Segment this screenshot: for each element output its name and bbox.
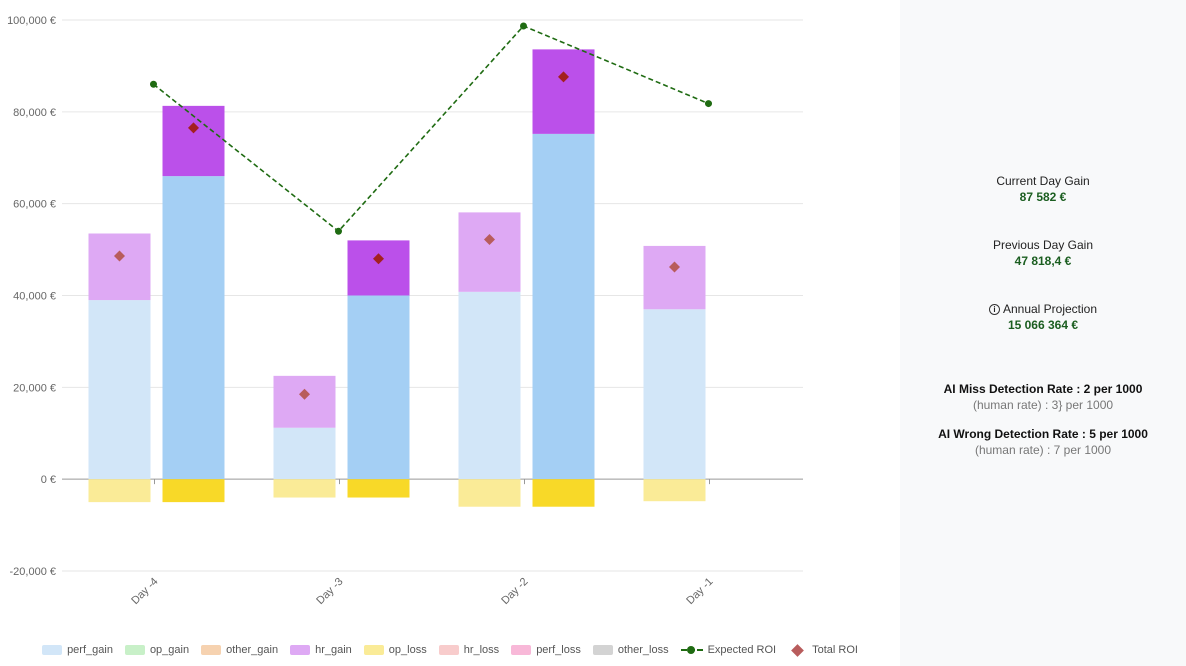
total-roi-marker	[114, 250, 125, 262]
expected-roi-point	[150, 80, 157, 88]
legend-label: Total ROI	[812, 644, 858, 656]
bar-hr-gain	[643, 245, 706, 310]
bar-op-loss	[347, 479, 410, 498]
y-tick-label: 0 €	[41, 474, 56, 486]
legend-item-total-roi[interactable]: Total ROI	[788, 643, 858, 657]
legend-label: perf_loss	[536, 644, 581, 656]
x-tick-label: Day -1	[684, 576, 715, 607]
legend-label: other_loss	[617, 644, 669, 656]
total-roi-marker	[299, 388, 310, 400]
bar-op-loss	[458, 479, 521, 507]
bar-hr-gain	[458, 212, 521, 292]
bar-hr-gain	[162, 105, 225, 177]
legend-label: hr_gain	[315, 644, 352, 656]
y-tick-label: 40,000 €	[13, 291, 56, 303]
chart-svg: 100,000 € 80,000 € 60,000 € 40,000 € 20,000 …	[7, 15, 803, 607]
legend-item-perf-gain[interactable]: perf_gain	[42, 644, 113, 656]
x-tick-label: Day -3	[314, 576, 345, 607]
legend-swatch-other-loss	[592, 645, 613, 655]
legend-label: Expected ROI	[707, 644, 777, 656]
bar-perf-gain	[532, 133, 595, 480]
miss-detection-human: (human rate) : 3} per 1000	[972, 398, 1114, 412]
legend-swatch-perf-gain	[42, 645, 63, 655]
legend-line-icon	[680, 645, 703, 655]
legend-label: op_gain	[149, 644, 190, 656]
miss-detection-title: AI Miss Detection Rate : 2 per 1000	[943, 382, 1143, 396]
summary-panel: Current Day Gain 87 582 € Previous Day G…	[900, 0, 1186, 666]
expected-roi-point	[705, 100, 712, 108]
bar-op-loss	[88, 479, 151, 503]
annual-projection-label: Annual Projection	[1002, 302, 1098, 316]
legend-item-expected-roi[interactable]: Expected ROI	[680, 644, 777, 656]
bar-perf-gain	[273, 427, 336, 480]
previous-day-gain: Previous Day Gain 47 818,4 €	[900, 237, 1186, 269]
total-roi-marker	[373, 253, 384, 265]
legend-swatch-perf-loss	[511, 645, 532, 655]
legend-label: other_gain	[226, 644, 279, 656]
legend-diamond-icon	[791, 643, 804, 657]
expected-roi-point	[335, 227, 342, 235]
legend-label: hr_loss	[463, 644, 500, 656]
bar-hr-gain	[532, 49, 595, 134]
legend-swatch-hr-loss	[438, 645, 459, 655]
total-roi-marker	[188, 122, 199, 134]
wrong-detection-human: (human rate) : 7 per 1000	[974, 443, 1112, 457]
annual-projection: i Annual Projection 15 066 364 €	[900, 301, 1186, 333]
total-roi-marker	[669, 261, 680, 273]
chart-legend: perf_gain op_gain other_gain hr_gain op_…	[0, 640, 900, 660]
bar-perf-gain	[643, 309, 706, 480]
legend-swatch-op-gain	[124, 645, 145, 655]
previous-day-gain-value: 47 818,4 €	[1014, 254, 1072, 268]
bar-hr-gain	[88, 233, 151, 301]
bar-op-loss	[643, 479, 706, 502]
y-tick-label: 80,000 €	[13, 107, 56, 119]
y-tick-label: -20,000 €	[10, 566, 56, 578]
legend-swatch-op-loss	[363, 645, 384, 655]
bar-hr-gain	[273, 375, 336, 428]
roi-chart: 100,000 € 80,000 € 60,000 € 40,000 € 20,000 …	[0, 15, 900, 660]
legend-item-hr-loss[interactable]: hr_loss	[438, 644, 500, 656]
legend-label: perf_gain	[67, 644, 113, 656]
legend-swatch-hr-gain	[290, 645, 311, 655]
legend-item-op-loss[interactable]: op_loss	[363, 644, 427, 656]
bar-hr-gain	[347, 240, 410, 296]
x-tick-label: Day -4	[129, 576, 160, 607]
bar-op-loss	[162, 479, 225, 503]
expected-roi-point	[520, 22, 527, 30]
expected-roi-line	[153, 25, 709, 233]
current-day-gain: Current Day Gain 87 582 €	[900, 173, 1186, 205]
y-tick-label: 20,000 €	[13, 382, 56, 394]
bar-perf-gain	[458, 291, 521, 480]
legend-swatch-other-gain	[201, 645, 222, 655]
bar-perf-gain	[347, 295, 410, 480]
bar-perf-gain	[88, 300, 151, 480]
current-day-gain-label: Current Day Gain	[996, 174, 1090, 188]
bar-op-loss	[273, 479, 336, 498]
info-icon[interactable]: i	[988, 304, 1000, 315]
current-day-gain-value: 87 582 €	[1019, 190, 1067, 204]
previous-day-gain-label: Previous Day Gain	[992, 238, 1094, 252]
legend-label: op_loss	[388, 644, 427, 656]
wrong-detection-rate: AI Wrong Detection Rate : 5 per 1000 (hu…	[900, 426, 1186, 458]
y-tick-label: 60,000 €	[13, 199, 56, 211]
total-roi-marker	[558, 71, 569, 83]
legend-item-perf-loss[interactable]: perf_loss	[511, 644, 581, 656]
annual-projection-value: 15 066 364 €	[1007, 318, 1079, 332]
legend-item-hr-gain[interactable]: hr_gain	[290, 644, 352, 656]
miss-detection-rate: AI Miss Detection Rate : 2 per 1000 (hum…	[900, 381, 1186, 413]
legend-item-other-loss[interactable]: other_loss	[592, 644, 669, 656]
legend-item-other-gain[interactable]: other_gain	[201, 644, 278, 656]
x-tick-label: Day -2	[499, 576, 530, 607]
y-tick-label: 100,000 €	[7, 15, 56, 27]
bar-op-loss	[532, 479, 595, 507]
total-roi-marker	[484, 233, 495, 245]
wrong-detection-title: AI Wrong Detection Rate : 5 per 1000	[938, 427, 1148, 441]
bar-perf-gain	[162, 176, 225, 480]
legend-item-op-gain[interactable]: op_gain	[124, 644, 190, 656]
